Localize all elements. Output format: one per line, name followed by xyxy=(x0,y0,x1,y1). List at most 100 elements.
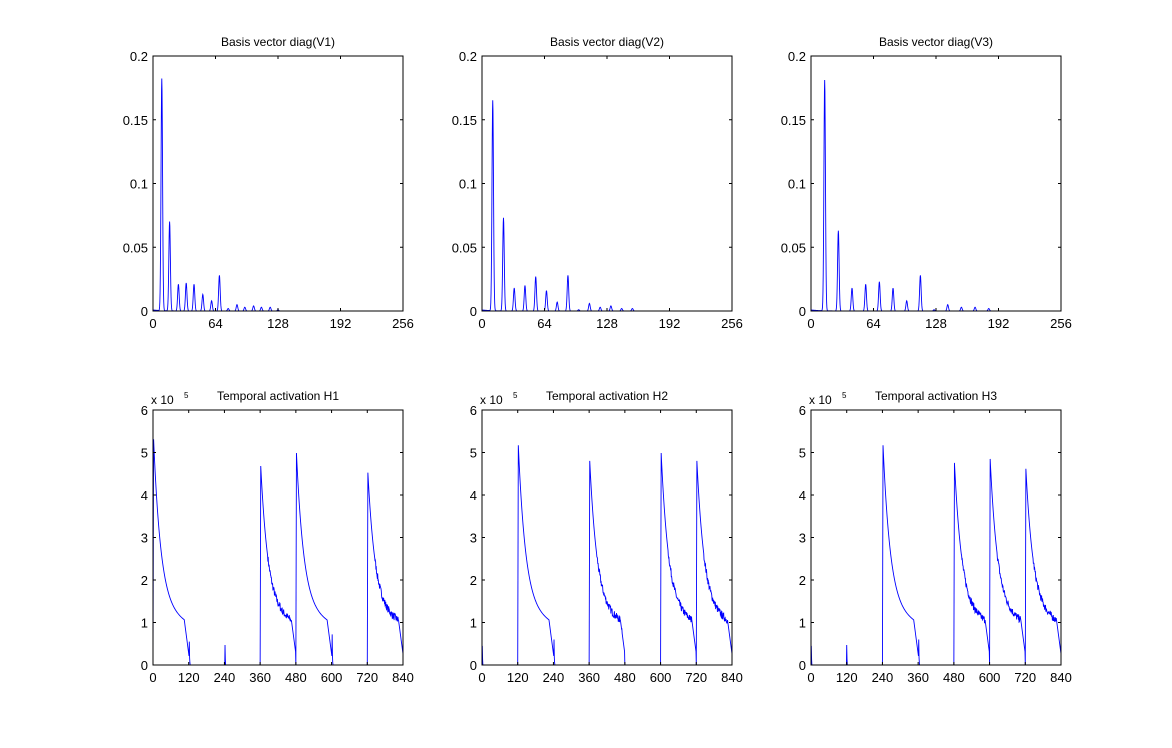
x-tick-label: 0 xyxy=(807,316,814,331)
y-tick-label: 0 xyxy=(141,304,148,319)
y-tick-label: 0 xyxy=(799,304,806,319)
subplot-title: Basis vector diag(V1) xyxy=(221,35,335,49)
x-tick-label: 0 xyxy=(478,316,485,331)
x-tick-label: 0 xyxy=(149,670,156,685)
y-tick-label: 0.05 xyxy=(123,240,148,255)
x-tick-label: 600 xyxy=(979,670,1001,685)
x-tick-label: 256 xyxy=(721,316,743,331)
data-series-line xyxy=(481,445,733,666)
subplot-title: Basis vector diag(V3) xyxy=(879,35,993,49)
y-axis-multiplier: x 10 xyxy=(809,393,832,407)
x-tick-label: 720 xyxy=(685,670,707,685)
data-series-line xyxy=(481,100,732,312)
y-axis-exponent: 5 xyxy=(184,391,189,400)
y-tick-label: 6 xyxy=(799,403,806,418)
axes-box xyxy=(810,55,1062,312)
x-tick-label: 720 xyxy=(1014,670,1036,685)
subplot-title: Temporal activation H2 xyxy=(546,389,668,403)
x-tick-label: 128 xyxy=(267,316,289,331)
x-tick-label: 840 xyxy=(721,670,743,685)
y-tick-label: 5 xyxy=(141,446,148,461)
y-tick-label: 3 xyxy=(470,531,477,546)
x-tick-label: 360 xyxy=(907,670,929,685)
y-tick-label: 0.2 xyxy=(130,49,148,64)
y-tick-label: 0.05 xyxy=(781,240,806,255)
y-tick-label: 0.1 xyxy=(459,177,477,192)
subplot-6: 0 120 240 360 480 600 720 840 0 1 2 3 4 5 6 Temporal ac… xyxy=(799,389,1072,685)
subplot-1: 0 64 128 192 256 0 0.05 0.1 0.15 0.2 Basis vector … xyxy=(123,35,414,331)
y-axis-exponent: 5 xyxy=(842,391,847,400)
y-tick-label: 4 xyxy=(470,488,477,503)
x-tick-label: 240 xyxy=(872,670,894,685)
axes-box xyxy=(152,409,404,666)
subplot-title: Temporal activation H1 xyxy=(217,389,339,403)
y-tick-label: 0.1 xyxy=(788,177,806,192)
x-tick-label: 0 xyxy=(807,670,814,685)
x-tick-label: 840 xyxy=(392,670,414,685)
x-tick-label: 480 xyxy=(285,670,307,685)
y-tick-label: 1 xyxy=(799,616,806,631)
y-tick-label: 4 xyxy=(799,488,806,503)
y-tick-label: 0 xyxy=(799,658,806,673)
x-tick-label: 240 xyxy=(214,670,236,685)
x-tick-label: 120 xyxy=(178,670,200,685)
y-tick-label: 3 xyxy=(799,531,806,546)
y-tick-label: 1 xyxy=(470,616,477,631)
data-series-line xyxy=(810,79,1061,312)
subplot-5: 0 120 240 360 480 600 720 840 0 1 2 3 4 5 6 Temporal ac… xyxy=(470,389,743,685)
y-tick-label: 0 xyxy=(141,658,148,673)
x-tick-label: 480 xyxy=(614,670,636,685)
data-series-line xyxy=(810,445,1062,666)
x-tick-label: 720 xyxy=(356,670,378,685)
x-tick-label: 256 xyxy=(392,316,414,331)
y-tick-label: 0.2 xyxy=(788,49,806,64)
y-axis-multiplier: x 10 xyxy=(480,393,503,407)
x-tick-label: 120 xyxy=(836,670,858,685)
y-tick-label: 0.1 xyxy=(130,177,148,192)
data-series-line xyxy=(152,78,403,312)
x-tick-label: 64 xyxy=(866,316,880,331)
y-tick-label: 4 xyxy=(141,488,148,503)
y-tick-label: 0.15 xyxy=(123,113,148,128)
x-tick-label: 0 xyxy=(478,670,485,685)
x-tick-label: 240 xyxy=(543,670,565,685)
x-tick-label: 480 xyxy=(943,670,965,685)
x-tick-label: 840 xyxy=(1050,670,1072,685)
y-tick-label: 0.15 xyxy=(452,113,477,128)
subplot-4: 0 120 240 360 480 600 720 840 0 1 2 3 4 5 6 Temporal ac… xyxy=(141,389,414,685)
x-tick-label: 120 xyxy=(507,670,529,685)
data-series-line xyxy=(152,439,404,666)
x-tick-label: 128 xyxy=(925,316,947,331)
x-tick-label: 192 xyxy=(659,316,681,331)
y-axis-multiplier: x 10 xyxy=(151,393,174,407)
y-tick-label: 1 xyxy=(141,616,148,631)
x-tick-label: 64 xyxy=(537,316,551,331)
x-tick-label: 128 xyxy=(596,316,618,331)
x-tick-label: 192 xyxy=(330,316,352,331)
y-tick-label: 0.05 xyxy=(452,240,477,255)
y-tick-label: 2 xyxy=(141,573,148,588)
axes-box xyxy=(481,55,733,312)
axes-box xyxy=(481,409,733,666)
y-tick-label: 2 xyxy=(799,573,806,588)
axes-box xyxy=(810,409,1062,666)
y-tick-label: 0 xyxy=(470,658,477,673)
subplot-3: 0 64 128 192 256 0 0.05 0.1 0.15 0.2 Basis vector … xyxy=(781,35,1072,331)
y-tick-label: 6 xyxy=(470,403,477,418)
axes-box xyxy=(152,55,404,312)
y-tick-label: 2 xyxy=(470,573,477,588)
y-tick-label: 6 xyxy=(141,403,148,418)
y-tick-label: 5 xyxy=(470,446,477,461)
y-tick-label: 0.2 xyxy=(459,49,477,64)
x-tick-label: 192 xyxy=(988,316,1010,331)
y-axis-exponent: 5 xyxy=(513,391,518,400)
subplot-title: Temporal activation H3 xyxy=(875,389,997,403)
x-tick-label: 360 xyxy=(578,670,600,685)
y-tick-label: 5 xyxy=(799,446,806,461)
y-tick-label: 0 xyxy=(470,304,477,319)
x-tick-label: 64 xyxy=(208,316,222,331)
y-tick-label: 0.15 xyxy=(781,113,806,128)
subplot-title: Basis vector diag(V2) xyxy=(550,35,664,49)
x-tick-label: 600 xyxy=(321,670,343,685)
